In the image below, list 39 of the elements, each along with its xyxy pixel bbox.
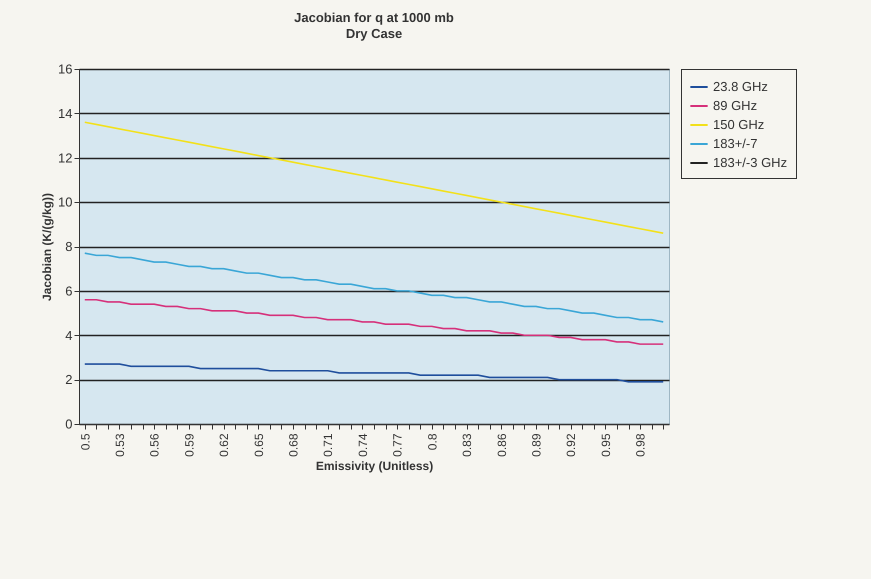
y-tick-label: 8 [65,239,72,254]
x-tick-label: 0.56 [148,433,162,457]
x-tick-label: 0.5 [78,433,92,450]
y-tick-label: 16 [58,62,72,76]
x-tick-label: 0.86 [494,433,509,457]
x-tick-label: 0.92 [564,433,578,457]
y-tick-label: 0 [65,416,72,432]
x-tick-label: 0.74 [356,433,370,457]
x-tick-label: 0.59 [182,433,196,457]
line-series [84,252,664,323]
y-tick-label: 12 [58,150,72,166]
x-tick-label: 0.65 [252,433,266,457]
legend-label: 150 GHz [713,117,764,132]
chart-title: Jacobian for q at 1000 mb [294,10,454,25]
line-series [84,298,664,345]
y-tick-label: 2 [65,372,72,388]
x-tick-label: 0.89 [529,433,544,457]
legend-label: 89 GHz [713,98,758,113]
x-tick-label: 0.98 [634,433,648,457]
legend-label: 183+/-7 [713,136,758,151]
y-axis-title: Jacobian (K/(g/kg)) [40,192,54,302]
legend-label: 23.8 GHz [713,79,768,94]
x-tick-label: 0.83 [460,433,474,457]
x-tick-label: 0.53 [112,433,127,457]
chart-subtitle: Dry Case [346,26,402,41]
y-tick-label: 6 [65,283,72,298]
y-tick-label: 10 [58,194,72,210]
x-tick-label: 0.68 [286,433,301,457]
legend-label: 183+/-3 GHz [713,155,788,170]
x-tick-label: 0.95 [598,433,613,457]
y-tick-label: 4 [65,328,72,343]
x-axis-title: Emissivity (Unitless) [316,458,434,473]
x-tick-label: 0.62 [217,433,232,457]
x-tick-label: 0.8 [425,433,440,450]
y-tick-label: 14 [58,106,72,121]
x-tick-label: 0.77 [390,433,405,457]
line-series [84,121,664,234]
x-tick-label: 0.71 [321,433,336,457]
line-series [84,363,664,383]
